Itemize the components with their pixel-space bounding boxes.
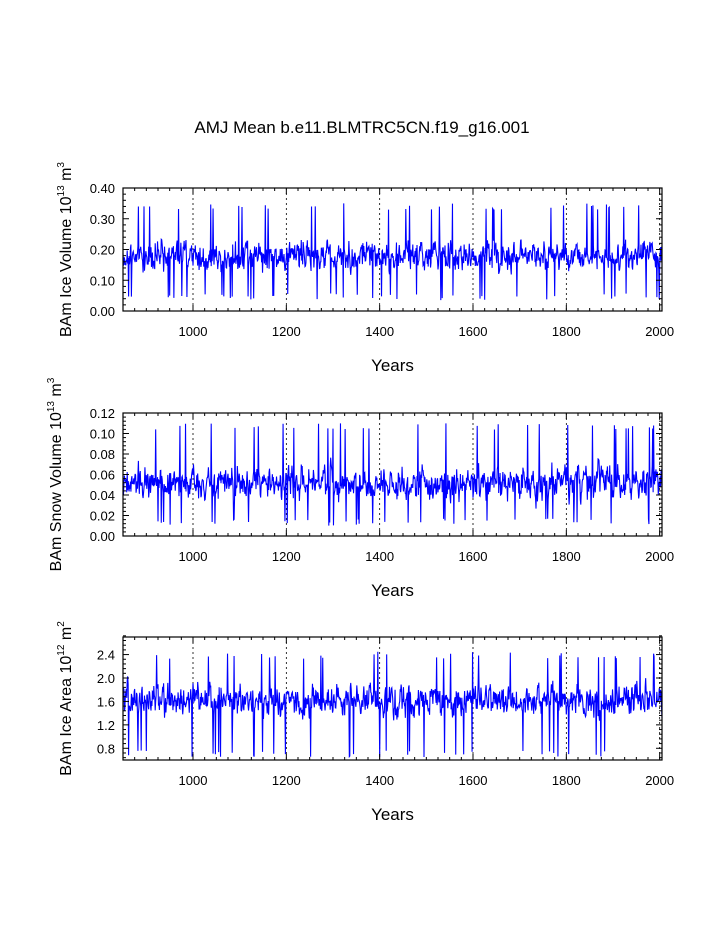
x-axis-label: Years [371,356,414,375]
panel-1: 1000 1200 1400 1600 1800 2000 0.00 0.10 0.20 0.30… [56,162,674,375]
y-tick-label: 0.00 [90,304,115,319]
y-label-unit-exponent: 3 [46,377,57,383]
x-axis-label: Years [371,581,414,600]
series-line [122,651,663,759]
x-tick-label: 1600 [459,773,488,788]
y-tick-label: 0.08 [90,447,115,462]
y-tick-label: 0.8 [97,741,115,756]
y-label-exponent: 12 [56,644,67,656]
y-label-exponent: 13 [56,185,67,197]
y-tick-label: 0.40 [90,181,115,196]
x-tick-label: 1200 [272,549,301,564]
x-tick-label: 1800 [552,324,581,339]
y-tick-label: 0.30 [90,212,115,227]
x-tick-label: 1000 [179,773,208,788]
y-tick-label: 0.02 [90,509,115,524]
y-label-unit: m [58,168,75,186]
y-tick-label: 0.12 [90,406,115,421]
y-tick-label: 2.4 [97,648,115,663]
y-label-text: BAm Ice Volume 10 [58,196,75,337]
y-tick-label: 1.6 [97,694,115,709]
x-tick-label: 1400 [365,324,394,339]
y-label-unit-exponent: 2 [56,621,67,627]
series-line [122,423,663,526]
x-tick-label: 2000 [645,773,674,788]
x-tick-label: 1200 [272,324,301,339]
y-tick-label: 0.10 [90,427,115,442]
x-tick-label: 1800 [552,773,581,788]
x-tick-label: 2000 [645,549,674,564]
x-axis-label: Years [371,805,414,824]
plot-frame [122,187,663,312]
y-label-text: BAm Snow Volume 10 [48,412,65,571]
y-tick-label: 0.10 [90,273,115,288]
x-tick-label: 1000 [179,549,208,564]
y-axis-label: BAm Snow Volume 1013 m3 [46,377,65,571]
x-tick-label: 2000 [645,324,674,339]
x-tick-label: 1200 [272,773,301,788]
panel-3: 1000 1200 1400 1600 1800 2000 0.8 1.2 1.6 2.0 2.4 Y… [56,621,674,824]
x-tick-label: 1000 [179,324,208,339]
y-tick-label: 0.00 [90,529,115,544]
series-line [122,203,663,301]
y-axis-label: BAm Ice Volume 1013 m3 [56,162,75,337]
y-tick-label: 0.06 [90,468,115,483]
x-tick-label: 1600 [459,324,488,339]
y-label-text: BAm Ice Area 10 [58,656,75,776]
plot-frame [122,412,663,537]
y-label-exponent: 13 [46,401,57,413]
y-tick-label: 1.2 [97,718,115,733]
panel-2: 1000 1200 1400 1600 1800 2000 0.00 0.02 0.04 0.06… [46,377,674,600]
figure-title: AMJ Mean b.e11.BLMTRC5CN.f19_g16.001 [194,118,529,137]
y-tick-label: 0.04 [90,488,115,503]
y-tick-label: 2.0 [97,671,115,686]
y-axis-label: BAm Ice Area 1012 m2 [56,621,75,776]
plot-frame [122,636,663,761]
y-label-unit-exponent: 3 [56,162,67,168]
x-tick-label: 1600 [459,549,488,564]
y-label-unit: m [48,383,65,401]
y-tick-label: 0.20 [90,243,115,258]
x-tick-label: 1800 [552,549,581,564]
x-tick-label: 1400 [365,773,394,788]
x-tick-label: 1400 [365,549,394,564]
y-label-unit: m [58,627,75,645]
